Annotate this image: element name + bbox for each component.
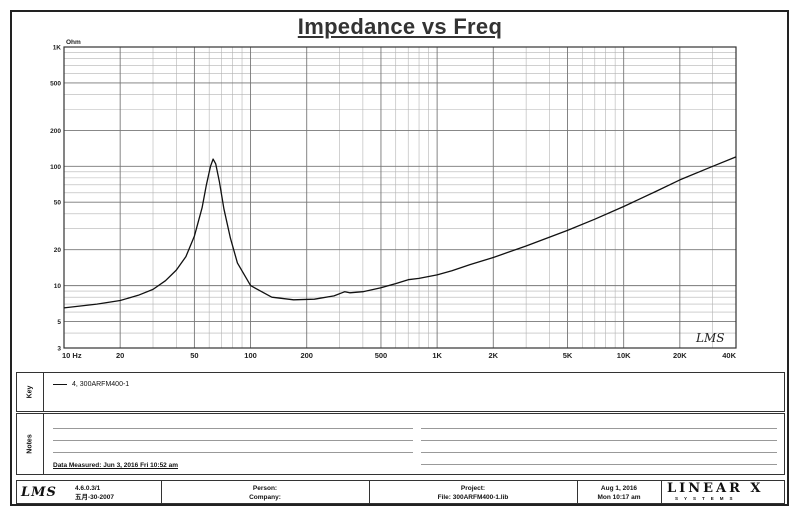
x-tick-label: 2K bbox=[488, 351, 498, 360]
note-line bbox=[53, 428, 413, 429]
y-tick-label: 5 bbox=[57, 319, 61, 326]
report-frame bbox=[10, 10, 789, 506]
footer-bar: LMS 4.6.0.3/1 五月-30-2007 Person: Company… bbox=[16, 480, 785, 504]
x-tick-label: 40K bbox=[722, 351, 736, 360]
person-label: Person: bbox=[252, 485, 278, 492]
chart-title: Impedance vs Freq bbox=[297, 14, 503, 39]
legend-swatch bbox=[53, 384, 67, 385]
footer-version-cell: LMS 4.6.0.3/1 五月-30-2007 bbox=[17, 481, 162, 503]
note-line bbox=[421, 428, 777, 429]
legend-tab: Key bbox=[17, 373, 44, 411]
x-tick-label: 1K bbox=[432, 351, 442, 360]
y-tick-label: 1K bbox=[53, 45, 62, 52]
grid-minor bbox=[64, 47, 737, 349]
y-tick-label: 200 bbox=[50, 128, 61, 135]
x-tick-label: 20 bbox=[116, 351, 124, 360]
impedance-chart: 10 Hz 20 50 100 200 500 1K 2K 5K 10K 20K 40K 1K 500 2… bbox=[50, 39, 737, 360]
legend-entry: 4, 300ARFM400-1 bbox=[53, 381, 129, 388]
version-number: 4.6.0.3/1 bbox=[75, 485, 101, 492]
x-tick-labels: 10 Hz 20 50 100 200 500 1K 2K 5K 10K 20K 40K bbox=[62, 351, 737, 360]
x-tick-label: 50 bbox=[190, 351, 198, 360]
footer-date: Aug 1, 2016 bbox=[600, 485, 638, 492]
version-date: 五月-30-2007 bbox=[75, 494, 115, 501]
footer-person-cell: Person: Company: bbox=[161, 481, 370, 503]
date-measured: Data Measured: Jun 3, 2016 Fri 10:52 am bbox=[53, 462, 179, 469]
x-tick-label: 500 bbox=[375, 351, 388, 360]
notes-panel: Notes Data Measured: Jun 3, 2016 Fri 10:… bbox=[16, 413, 785, 475]
footer-brand-cell: LINEAR X SYSTEMS bbox=[661, 481, 784, 503]
note-line bbox=[421, 464, 777, 465]
x-tick-label: 5K bbox=[563, 351, 573, 360]
linearx-logo: LINEAR X bbox=[667, 481, 764, 496]
footer-time: Mon 10:17 am bbox=[597, 494, 641, 501]
linearx-logo-subtitle: SYSTEMS bbox=[675, 496, 739, 501]
y-tick-label: 100 bbox=[50, 164, 61, 171]
footer-project-cell: Project: File: 300ARFM400-1.lib bbox=[369, 481, 578, 503]
series-layer bbox=[63, 156, 737, 309]
legend-panel: Key 4, 300ARFM400-1 bbox=[16, 372, 785, 412]
x-tick-label: 100 bbox=[244, 351, 257, 360]
grid-major bbox=[63, 46, 736, 348]
y-tick-label: 50 bbox=[54, 200, 62, 207]
x-tick-label: 20K bbox=[673, 351, 687, 360]
note-line bbox=[421, 440, 777, 441]
series-line bbox=[63, 156, 737, 309]
y-tick-label: 3 bbox=[57, 346, 61, 353]
x-tick-label: 200 bbox=[300, 351, 313, 360]
legend-tab-label: Key bbox=[26, 385, 34, 399]
lms-logo: LMS bbox=[21, 485, 57, 500]
notes-tab-label: Notes bbox=[26, 434, 34, 454]
x-tick-label: 10K bbox=[617, 351, 631, 360]
note-line bbox=[53, 452, 413, 453]
note-line bbox=[53, 440, 413, 441]
lms-watermark: LMS bbox=[695, 331, 724, 345]
company-label: Company: bbox=[249, 494, 281, 501]
note-line bbox=[421, 452, 777, 453]
y-tick-label: 10 bbox=[54, 283, 62, 290]
plot-border bbox=[63, 46, 737, 349]
footer-date-cell: Aug 1, 2016 Mon 10:17 am bbox=[577, 481, 662, 503]
notes-tab: Notes bbox=[17, 414, 44, 474]
file-label: File: 300ARFM400-1.lib bbox=[437, 494, 509, 501]
y-tick-label: 500 bbox=[50, 80, 61, 87]
x-tick-label: 10 Hz bbox=[62, 351, 82, 360]
project-label: Project: bbox=[460, 485, 486, 492]
y-tick-labels: 1K 500 200 100 50 20 10 5 3 bbox=[50, 45, 61, 353]
y-unit-label: Ohm bbox=[66, 39, 81, 46]
y-tick-label: 20 bbox=[54, 247, 62, 254]
legend-entry-label: 4, 300ARFM400-1 bbox=[72, 381, 130, 388]
